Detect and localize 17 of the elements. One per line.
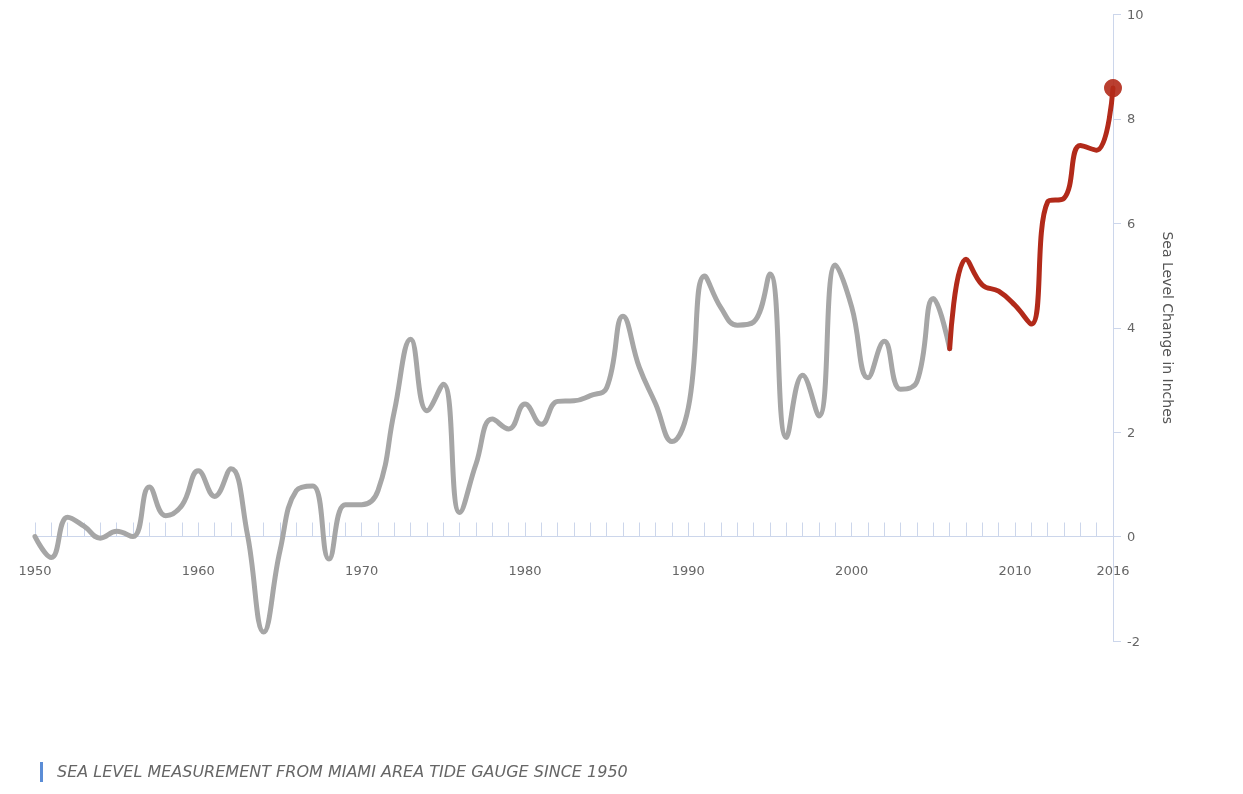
y-tick-label: 6	[1127, 215, 1136, 231]
x-tick-label: 1960	[181, 562, 215, 578]
x-tick-label: 1980	[508, 562, 542, 578]
x-tick-label: 2000	[835, 562, 869, 578]
x-tick-label: 1950	[18, 562, 52, 578]
text: SEA LEVEL MEASUREMENT FROM MIAMI AREA TIDE GAUGE SINCE 1950	[40, 762, 1235, 782]
y-tick-label: 10	[1127, 7, 1144, 22]
y-tick-label: 0	[1127, 529, 1136, 545]
y-tick-label: 2	[1127, 424, 1136, 440]
x-tick-label: 2010	[998, 562, 1032, 578]
y-tick-label: 4	[1127, 320, 1136, 336]
y-tick-label: 8	[1127, 111, 1136, 127]
x-tick-label: 2016	[1096, 562, 1130, 578]
y-axis-title: Sea Level Change in Inches	[1160, 231, 1176, 425]
x-tick-label: 1990	[671, 562, 705, 578]
x-tick-label: 1970	[345, 562, 379, 578]
y-tick-label: -2	[1127, 633, 1140, 649]
